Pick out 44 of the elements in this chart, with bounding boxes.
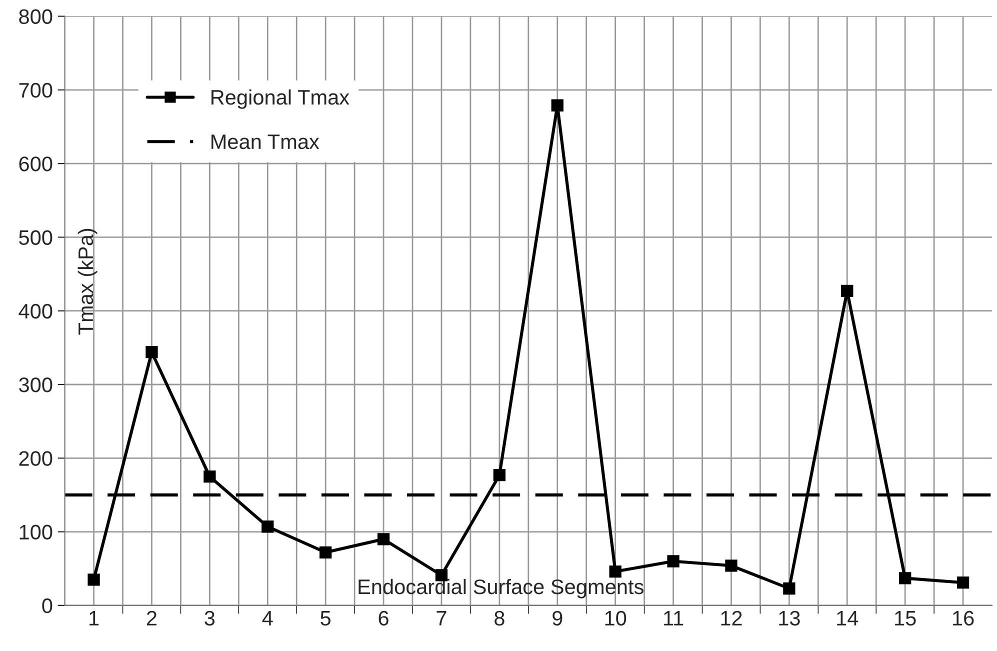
x-tick-label: 4	[262, 611, 273, 626]
x-tick-label: 2	[146, 610, 156, 626]
legend-label: Regional Tmax	[212, 89, 350, 109]
x-tick-label: 7	[436, 611, 446, 626]
point	[493, 469, 506, 482]
x-tick-label: 14	[837, 611, 858, 626]
point	[88, 574, 100, 586]
x-tick-label: 11	[664, 611, 684, 626]
x-tick-label: 6	[378, 610, 388, 626]
x-tick-label: 1	[90, 611, 99, 626]
y-tick-label: 700	[19, 82, 52, 98]
point	[783, 582, 796, 595]
y-axis-title: Tmax (kPa)	[78, 228, 98, 335]
legend-label: Mean Tmax	[212, 134, 320, 150]
point	[262, 520, 274, 533]
y-tick-label: 200	[19, 451, 52, 466]
x-tick-label: 8	[494, 610, 504, 626]
y-tick-label: 400	[18, 304, 52, 319]
x-tick-label: 13	[779, 610, 800, 626]
x-tick-label: 12	[721, 610, 742, 626]
y-tick-label: 0	[42, 598, 52, 614]
y-tick-label: 100	[20, 524, 52, 540]
point	[725, 560, 738, 572]
point	[667, 555, 680, 568]
point	[146, 346, 158, 358]
x-tick-label: 10	[605, 610, 626, 626]
x-tick-label: 15	[895, 611, 916, 626]
x-axis-title: Endocardial Surface Segments	[358, 578, 644, 598]
x-tick-label: 3	[204, 610, 215, 626]
x-tick-label: 9	[552, 610, 562, 626]
point	[609, 565, 622, 578]
point	[551, 99, 564, 112]
x-tick-label: 16	[953, 610, 974, 626]
point	[956, 576, 970, 589]
y-tick-label: 800	[19, 9, 52, 24]
point	[377, 533, 390, 546]
x-tick-label: 5	[320, 611, 331, 626]
point	[320, 546, 332, 558]
y-tick-label: 500	[19, 230, 52, 245]
point	[899, 572, 912, 584]
point	[841, 284, 854, 298]
point	[204, 470, 216, 483]
y-tick-label: 300	[19, 378, 52, 392]
y-tick-label: 600	[19, 156, 52, 172]
